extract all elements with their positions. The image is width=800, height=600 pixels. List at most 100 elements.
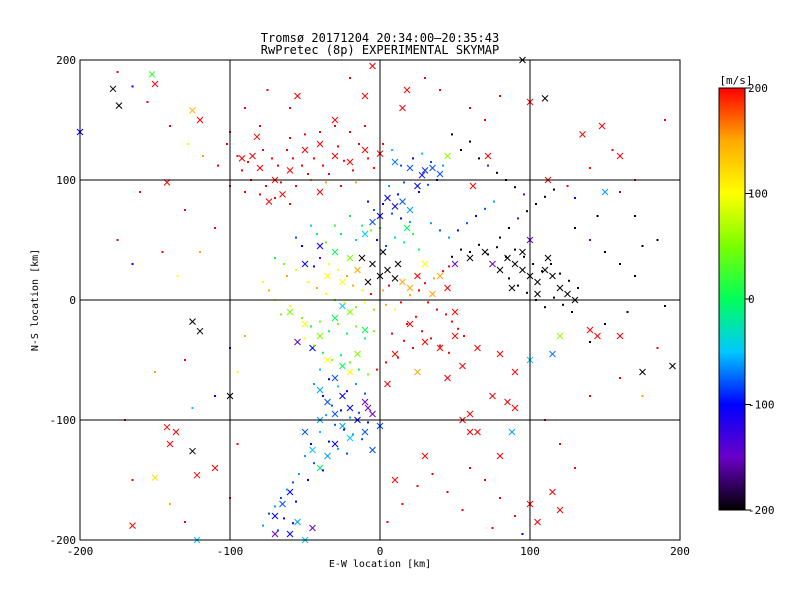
x-tick-label: 200 <box>670 545 690 558</box>
data-point-dot <box>386 521 389 523</box>
data-point-cross <box>166 440 174 448</box>
data-point-dot <box>448 265 450 268</box>
data-point-dot <box>457 229 459 232</box>
data-point-dot <box>217 164 219 167</box>
data-point-dot <box>370 293 372 295</box>
data-point-cross <box>544 254 552 262</box>
data-point-cross <box>301 320 309 328</box>
data-point-cross <box>172 428 180 436</box>
data-point-dot <box>349 215 351 217</box>
data-point-cross <box>364 404 372 412</box>
data-point-cross <box>474 344 481 352</box>
data-point-cross <box>331 410 339 418</box>
data-point-dot <box>626 311 629 313</box>
data-point-cross <box>406 284 414 292</box>
data-point-dot <box>274 197 276 199</box>
data-point-dot <box>322 395 324 397</box>
data-point-dot <box>376 368 378 371</box>
data-point-dot <box>337 323 339 325</box>
data-point-dot <box>439 229 441 232</box>
data-point-dot <box>337 385 339 388</box>
data-point-cross <box>324 272 331 280</box>
data-point-dot <box>571 311 573 313</box>
data-point-dot <box>406 323 408 325</box>
data-point-cross <box>294 338 301 346</box>
data-point-cross <box>346 404 354 412</box>
data-point-dot <box>566 185 569 187</box>
data-point-dot <box>364 301 366 304</box>
data-point-dot <box>385 303 387 306</box>
data-point-dot <box>236 371 239 373</box>
x-axis-ticks: -200 -100 0 100 200 <box>67 545 690 558</box>
data-point-cross <box>286 167 294 174</box>
data-point-dot <box>316 287 318 289</box>
data-point-dot <box>373 308 375 311</box>
data-point-dot <box>499 95 501 97</box>
data-point-dot <box>656 239 659 241</box>
data-point-dot <box>427 301 429 304</box>
data-point-cross <box>394 260 402 268</box>
data-point-dot <box>619 377 621 379</box>
data-point-cross <box>331 152 339 160</box>
data-point-dot <box>611 149 614 151</box>
data-point-cross <box>379 248 387 256</box>
data-point-cross <box>346 308 354 316</box>
data-point-cross <box>324 398 331 406</box>
data-point-cross <box>534 290 541 298</box>
data-point-dot <box>596 215 599 217</box>
x-tick-label: 100 <box>520 545 540 558</box>
data-point-dot <box>403 241 405 244</box>
data-point-dot <box>589 167 591 169</box>
data-point-cross <box>189 107 196 114</box>
data-point-dot <box>325 241 327 244</box>
data-point-dot <box>364 337 366 340</box>
data-point-dot <box>664 119 666 121</box>
data-point-dot <box>328 263 330 265</box>
data-point-cross <box>316 332 324 340</box>
data-point-dot <box>433 277 435 280</box>
data-point-dot <box>604 323 606 325</box>
data-point-dot <box>446 491 449 493</box>
data-point-cross <box>361 230 369 238</box>
data-point-dot <box>295 236 297 239</box>
data-point-cross <box>496 350 504 358</box>
data-point-cross <box>189 447 196 455</box>
data-point-dot <box>286 488 288 491</box>
data-point-dot <box>589 341 591 343</box>
data-point-dot <box>553 296 555 299</box>
data-point-cross <box>484 152 492 160</box>
data-point-dot <box>226 143 228 145</box>
data-point-cross <box>556 284 564 292</box>
data-point-cross <box>669 362 676 370</box>
data-point-dot <box>415 315 417 318</box>
data-point-dot <box>346 390 348 393</box>
x-tick-label: -200 <box>67 545 94 558</box>
data-point-dot <box>349 77 351 79</box>
data-point-cross <box>369 410 376 418</box>
data-point-cross <box>369 218 376 226</box>
data-point-dot <box>346 275 348 277</box>
data-point-dot <box>292 157 294 160</box>
data-point-cross <box>316 386 324 394</box>
data-point-cross <box>399 198 406 205</box>
data-point-cross <box>508 428 516 436</box>
data-point-dot <box>289 107 291 109</box>
data-point-cross <box>414 368 421 376</box>
data-point-dot <box>361 438 363 441</box>
data-point-dot <box>346 332 348 335</box>
data-point-cross <box>556 332 564 340</box>
data-point-dot <box>604 251 606 253</box>
data-point-dot <box>131 85 134 88</box>
data-point-dot <box>247 161 249 163</box>
data-point-dot <box>343 301 345 304</box>
data-point-dot <box>364 125 366 127</box>
data-point-dot <box>394 308 396 311</box>
data-point-cross <box>384 194 391 202</box>
data-point-dot <box>421 330 423 333</box>
data-point-cross <box>511 368 519 376</box>
data-point-dot <box>184 209 186 211</box>
data-point-dot <box>376 239 378 241</box>
data-point-dot <box>568 279 570 282</box>
data-point-dot <box>352 169 354 172</box>
data-point-dot <box>307 281 309 283</box>
